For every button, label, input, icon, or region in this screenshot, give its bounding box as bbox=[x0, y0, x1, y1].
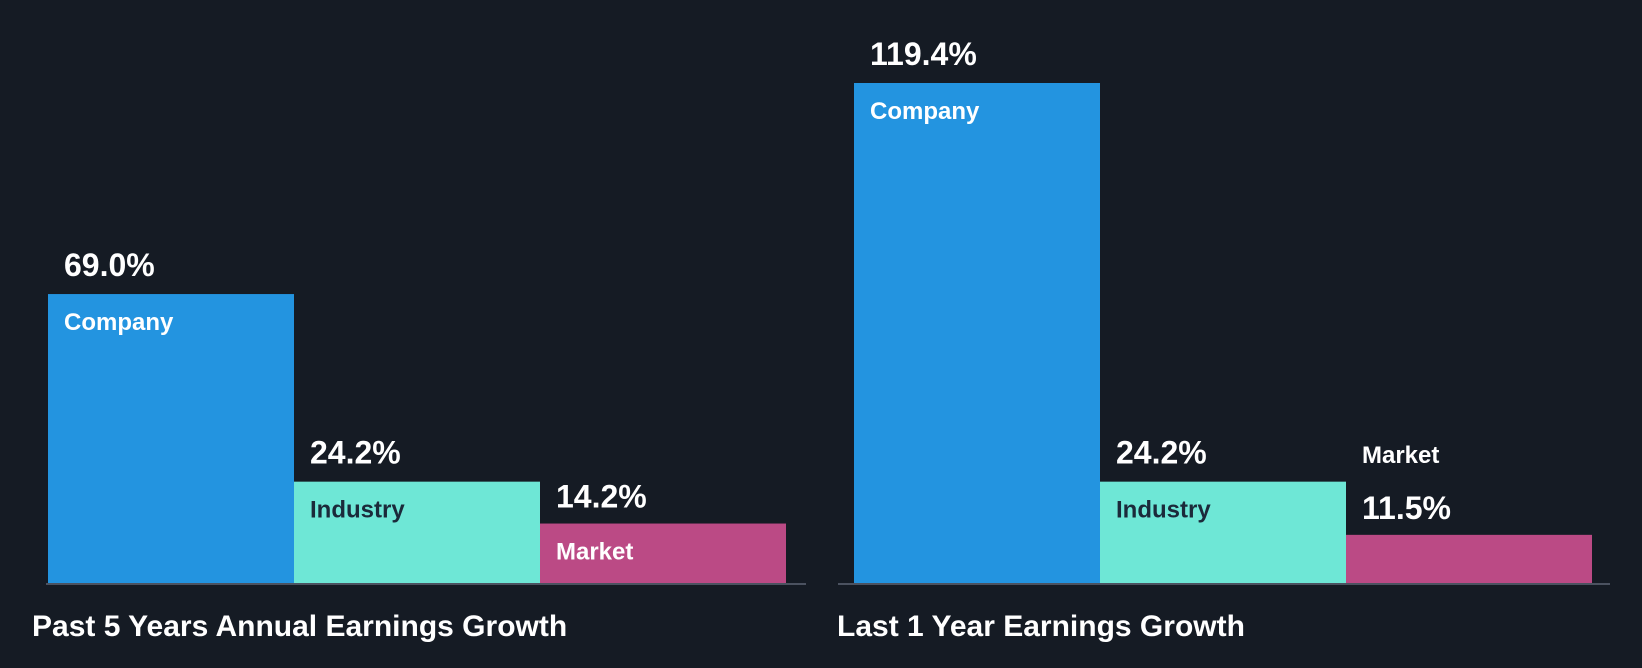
bar-market bbox=[1346, 534, 1592, 583]
chart-title-1: Past 5 Years Annual Earnings Growth bbox=[32, 610, 567, 643]
category-label-company: Company bbox=[64, 309, 174, 336]
bar-company bbox=[48, 294, 294, 583]
value-label-industry: 24.2% bbox=[1116, 435, 1207, 471]
value-label-market: 14.2% bbox=[556, 479, 647, 515]
value-label-company: 69.0% bbox=[64, 247, 155, 283]
category-label-industry: Industry bbox=[310, 497, 405, 524]
category-label-industry: Industry bbox=[1116, 497, 1211, 524]
category-label-market: Market bbox=[1362, 442, 1439, 469]
category-label-company: Company bbox=[870, 98, 980, 125]
chart-panel-1: 69.0% Company 24.2% Industry 14.2% Market Past… bbox=[32, 247, 806, 643]
bar-market bbox=[540, 523, 786, 583]
bar-industry bbox=[294, 481, 540, 583]
bar-company bbox=[854, 83, 1100, 583]
value-label-industry: 24.2% bbox=[310, 435, 401, 471]
chart-title-2: Last 1 Year Earnings Growth bbox=[837, 610, 1245, 643]
value-label-company: 119.4% bbox=[870, 36, 977, 72]
bar-industry bbox=[1100, 481, 1346, 583]
value-label-market: 11.5% bbox=[1362, 490, 1451, 526]
category-label-market: Market bbox=[556, 539, 633, 566]
chart-panel-2: 119.4% Company 24.2% Industry 11.5% Market Las… bbox=[837, 36, 1610, 643]
